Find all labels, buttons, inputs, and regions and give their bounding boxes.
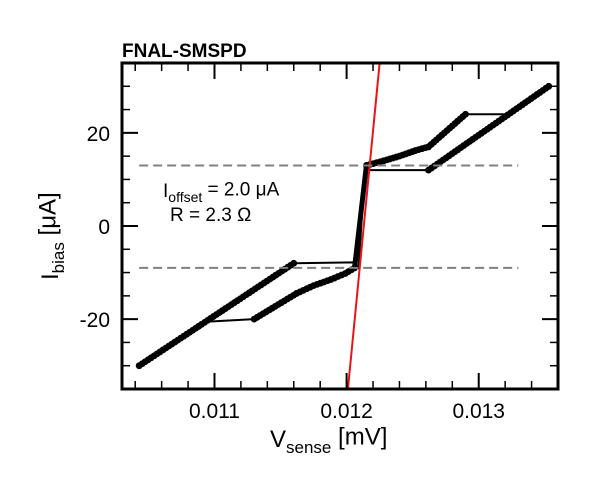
y-axis-label-main: I (37, 273, 64, 280)
x-axis-label-main: V (270, 426, 286, 453)
y-axis-label: Ibias [μA] (35, 192, 68, 280)
x-axis-label: Vsense [mV] (270, 424, 387, 457)
x-tick-label: 0.011 (189, 400, 240, 423)
annotation-offset-subscript: offset (168, 189, 202, 205)
fit-line (346, 63, 381, 389)
y-axis-label-subscript: bias (49, 242, 68, 273)
annotation-offset-suffix: = 2.0 μA (202, 179, 279, 200)
data-layer (135, 63, 553, 389)
chart-title: FNAL-SMSPD (122, 41, 247, 62)
data-point (545, 82, 553, 90)
x-axis-label-subscript: sense (286, 438, 331, 457)
series-3-fit-line (346, 63, 381, 389)
annotation-offset: Ioffset = 2.0 μA (163, 179, 280, 205)
x-tick-label: 0.013 (452, 400, 505, 423)
y-axis-label-suffix: [μA] (35, 192, 62, 242)
plot-frame (120, 61, 560, 391)
annotation-resistance: R = 2.3 Ω (170, 205, 251, 226)
y-tick-label: -20 (80, 309, 110, 332)
x-tick-label: 0.012 (320, 400, 373, 423)
y-tick-label: 0 (98, 216, 110, 239)
series-2-dense-line (352, 165, 369, 269)
annotation-resistance-main: R = 2.3 Ω (170, 205, 251, 226)
transition-trace (352, 165, 369, 269)
iv-trace-line (210, 318, 255, 323)
x-axis-label-suffix: [mV] (331, 424, 387, 451)
y-tick-label: 20 (87, 123, 110, 146)
series-0-points (135, 82, 553, 370)
series-4-dashed (139, 164, 519, 269)
ticks-layer: 0.011 0.012 0.013 -20 0 20 (80, 62, 558, 423)
annotation-offset-main: I (163, 181, 168, 202)
